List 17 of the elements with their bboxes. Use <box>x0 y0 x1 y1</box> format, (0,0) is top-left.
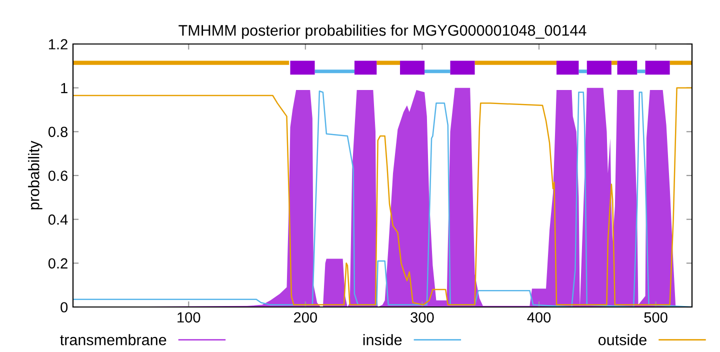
chart-title: TMHMM posterior probabilities for MGYG000001048_00144 <box>178 24 586 39</box>
legend-label: transmembrane <box>60 334 166 346</box>
y-axis-title: probability <box>28 140 42 210</box>
legend-label: outside <box>598 334 646 346</box>
y-tick-label: 0 <box>60 302 68 312</box>
x-tick-label: 400 <box>527 312 551 323</box>
y-tick-label: 0.8 <box>48 126 68 138</box>
y-tick-label: 0.2 <box>48 258 68 269</box>
x-tick-label: 500 <box>644 312 668 323</box>
y-tick-label: 1 <box>61 83 68 94</box>
y-tick-label: 1.2 <box>48 39 68 50</box>
x-tick-label: 100 <box>178 312 200 323</box>
y-tick-label: 0.6 <box>48 170 68 181</box>
legend-label: inside <box>363 334 402 346</box>
y-tick-label: 0.4 <box>48 214 68 225</box>
x-tick-label: 300 <box>410 312 434 323</box>
x-tick-label: 200 <box>294 312 318 323</box>
